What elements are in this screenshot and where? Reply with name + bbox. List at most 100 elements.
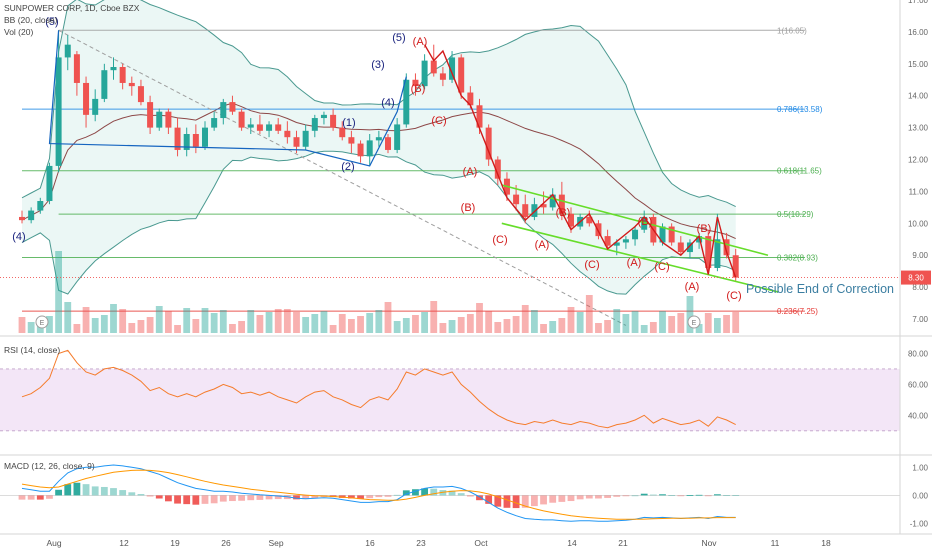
candle[interactable] xyxy=(83,82,90,115)
candle[interactable] xyxy=(229,102,236,112)
candle[interactable] xyxy=(366,140,373,157)
candle[interactable] xyxy=(238,111,245,128)
rsi-pane[interactable] xyxy=(0,349,900,432)
macd-histogram-bar xyxy=(73,482,81,496)
candle[interactable] xyxy=(311,118,318,131)
candle[interactable] xyxy=(449,57,456,80)
candle[interactable] xyxy=(394,124,401,150)
candle[interactable] xyxy=(247,124,254,128)
macd-pane[interactable] xyxy=(0,464,900,522)
rsi-label[interactable]: RSI (14, close) xyxy=(4,345,61,355)
candle[interactable] xyxy=(622,239,629,243)
candle[interactable] xyxy=(586,216,593,224)
candle[interactable] xyxy=(677,242,684,253)
candle[interactable] xyxy=(613,242,620,246)
candle[interactable] xyxy=(73,54,80,83)
candle[interactable] xyxy=(403,79,410,125)
candle[interactable] xyxy=(549,194,556,208)
volume-bar xyxy=(201,308,209,333)
candle[interactable] xyxy=(375,137,382,141)
candle[interactable] xyxy=(558,194,565,214)
candle[interactable] xyxy=(302,130,309,147)
candle[interactable] xyxy=(686,242,693,253)
earnings-marker[interactable] xyxy=(687,315,701,329)
candle[interactable] xyxy=(19,216,25,221)
candle[interactable] xyxy=(339,127,346,138)
candle[interactable] xyxy=(46,165,53,201)
vol-legend[interactable]: Vol (20) xyxy=(4,27,34,37)
candle[interactable] xyxy=(430,60,437,74)
candle[interactable] xyxy=(101,70,108,99)
macd-histogram-bar xyxy=(100,486,108,496)
candle[interactable] xyxy=(183,134,190,150)
candle[interactable] xyxy=(266,124,273,131)
candle[interactable] xyxy=(192,134,199,147)
candle[interactable] xyxy=(320,114,327,119)
volume-bar xyxy=(622,314,630,333)
candle[interactable] xyxy=(494,159,501,179)
candle[interactable] xyxy=(64,44,71,58)
candle[interactable] xyxy=(513,194,520,205)
candle[interactable] xyxy=(439,73,446,80)
candle[interactable] xyxy=(540,204,547,208)
candle[interactable] xyxy=(137,86,144,103)
candle[interactable] xyxy=(174,127,181,150)
candle[interactable] xyxy=(293,137,300,147)
candle[interactable] xyxy=(357,143,364,157)
candle[interactable] xyxy=(256,124,263,131)
earnings-marker[interactable] xyxy=(35,315,49,329)
macd-line[interactable] xyxy=(21,464,736,522)
candle[interactable] xyxy=(568,213,574,227)
candle[interactable] xyxy=(696,236,703,243)
price-axis-tick: 12.00 xyxy=(908,156,929,165)
candle[interactable] xyxy=(522,204,529,217)
candle[interactable] xyxy=(632,229,639,240)
candle[interactable] xyxy=(330,114,337,128)
candle[interactable] xyxy=(165,111,172,128)
candle[interactable] xyxy=(55,57,62,166)
candle[interactable] xyxy=(385,137,391,150)
candle[interactable] xyxy=(119,67,126,83)
volume-bar xyxy=(521,305,529,333)
candle[interactable] xyxy=(458,57,465,93)
candle[interactable] xyxy=(659,226,666,243)
candle[interactable] xyxy=(705,236,712,268)
candle[interactable] xyxy=(156,111,163,128)
candle[interactable] xyxy=(732,255,739,278)
candle[interactable] xyxy=(348,137,355,144)
trendline-dashed xyxy=(58,29,627,326)
candle[interactable] xyxy=(714,239,721,268)
candle[interactable] xyxy=(467,92,474,106)
candle[interactable] xyxy=(668,226,675,243)
candle[interactable] xyxy=(128,82,135,87)
candle[interactable] xyxy=(220,102,227,119)
candle[interactable] xyxy=(421,60,428,87)
candle[interactable] xyxy=(531,204,538,217)
candle[interactable] xyxy=(28,210,35,221)
candle[interactable] xyxy=(595,223,602,237)
candle[interactable] xyxy=(211,118,218,128)
symbol-line[interactable]: SUNPOWER CORP, 1D, Cboe BZX xyxy=(4,3,140,13)
candle[interactable] xyxy=(275,124,282,131)
time-axis-tick: Sep xyxy=(268,538,283,548)
price-pane[interactable]: 1(16.05) 0.786(13.58) 0.618(11.65) 0.5(10.2… xyxy=(0,0,900,333)
macd-label[interactable]: MACD (12, 26, close, 9) xyxy=(4,461,95,471)
candle[interactable] xyxy=(412,79,419,87)
candle[interactable] xyxy=(147,102,154,128)
candle[interactable] xyxy=(37,201,44,211)
macd-signal-line[interactable] xyxy=(21,469,736,520)
bb-legend[interactable]: BB (20, close) xyxy=(4,15,58,25)
volume-bar xyxy=(155,306,163,333)
candle[interactable] xyxy=(202,127,208,147)
volume-bar xyxy=(82,307,90,333)
candle[interactable] xyxy=(92,98,99,115)
candle[interactable] xyxy=(485,127,492,160)
rsi-line[interactable] xyxy=(21,349,736,429)
candle[interactable] xyxy=(723,239,730,256)
candle[interactable] xyxy=(476,105,483,128)
candle[interactable] xyxy=(284,130,291,138)
candle[interactable] xyxy=(110,67,117,71)
volume-bar xyxy=(119,309,127,333)
candle[interactable] xyxy=(604,236,611,246)
